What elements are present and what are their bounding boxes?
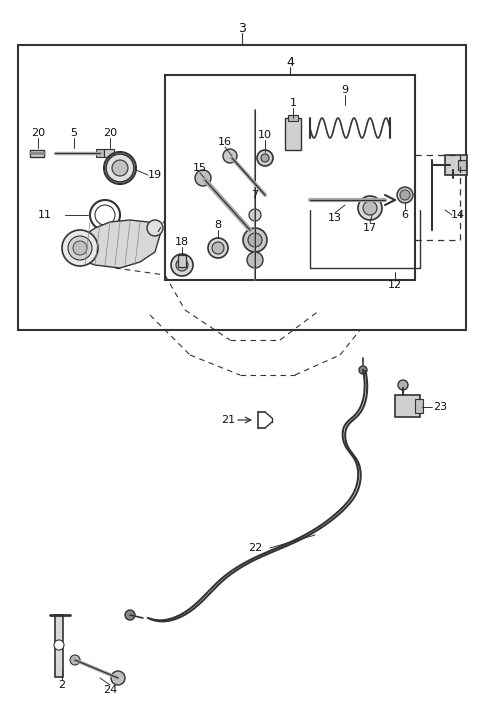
Text: 23: 23 — [433, 402, 447, 412]
Circle shape — [243, 228, 267, 252]
Text: 14: 14 — [451, 210, 465, 220]
Circle shape — [247, 252, 263, 268]
Text: 9: 9 — [341, 85, 348, 95]
Circle shape — [359, 366, 367, 374]
Circle shape — [398, 380, 408, 390]
Circle shape — [358, 196, 382, 220]
Circle shape — [257, 150, 273, 166]
Text: 15: 15 — [193, 163, 207, 173]
Text: 11: 11 — [38, 210, 52, 220]
Text: 2: 2 — [59, 680, 66, 690]
Text: 8: 8 — [215, 220, 222, 230]
Circle shape — [171, 254, 193, 276]
Text: 3: 3 — [238, 22, 246, 35]
Circle shape — [70, 655, 80, 665]
Text: 12: 12 — [388, 280, 402, 290]
Text: 17: 17 — [363, 223, 377, 233]
Circle shape — [261, 154, 269, 162]
Circle shape — [195, 170, 211, 186]
Circle shape — [111, 671, 125, 685]
Bar — [30, 150, 44, 157]
Circle shape — [223, 149, 237, 163]
Bar — [165, 75, 415, 280]
Circle shape — [112, 160, 128, 176]
Text: 19: 19 — [148, 170, 162, 180]
Circle shape — [249, 209, 261, 221]
Text: 18: 18 — [175, 237, 189, 247]
Text: 7: 7 — [252, 190, 259, 200]
Circle shape — [248, 233, 262, 247]
Text: 20: 20 — [103, 128, 117, 138]
Bar — [18, 45, 466, 330]
Text: 24: 24 — [103, 685, 117, 695]
Text: 20: 20 — [31, 128, 45, 138]
Circle shape — [68, 236, 92, 260]
Circle shape — [54, 640, 64, 650]
Bar — [415, 399, 423, 413]
Text: 1: 1 — [289, 98, 297, 108]
Text: 16: 16 — [218, 137, 232, 147]
Bar — [285, 118, 301, 150]
Bar — [104, 149, 114, 157]
Polygon shape — [70, 220, 160, 268]
Bar — [96, 149, 104, 157]
Circle shape — [125, 610, 135, 620]
Bar — [445, 155, 467, 175]
Text: 10: 10 — [258, 130, 272, 140]
Bar — [178, 255, 186, 267]
Circle shape — [363, 201, 377, 215]
Circle shape — [73, 241, 87, 255]
Circle shape — [212, 242, 224, 254]
Circle shape — [147, 220, 163, 236]
Circle shape — [400, 190, 410, 200]
Circle shape — [397, 187, 413, 203]
Circle shape — [176, 259, 188, 271]
Bar — [395, 395, 420, 417]
Circle shape — [106, 154, 134, 182]
Text: 22: 22 — [248, 543, 262, 553]
Text: 4: 4 — [286, 56, 294, 68]
Bar — [55, 615, 63, 677]
Circle shape — [62, 230, 98, 266]
Text: 21: 21 — [221, 415, 235, 425]
Text: 13: 13 — [328, 213, 342, 223]
Bar — [288, 115, 298, 121]
Circle shape — [208, 238, 228, 258]
Bar — [458, 160, 466, 170]
Text: 5: 5 — [71, 128, 77, 138]
Text: 6: 6 — [401, 210, 408, 220]
